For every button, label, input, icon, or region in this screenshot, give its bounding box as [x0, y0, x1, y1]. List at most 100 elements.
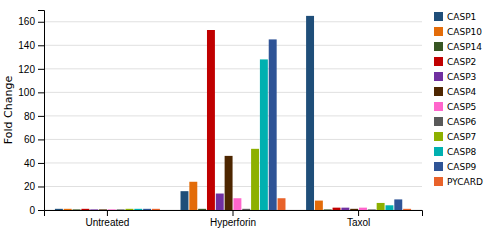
bar: [225, 156, 233, 210]
plot: 020406080100120140160UntreatedHyperforin…: [18, 11, 422, 229]
bar: [324, 209, 332, 210]
bar: [189, 182, 197, 210]
bar: [181, 191, 189, 210]
bar: [117, 209, 125, 210]
y-tick-mark: [38, 92, 44, 93]
legend-item: CASP9: [434, 162, 477, 172]
bar-series: [99, 156, 358, 210]
bar: [359, 208, 367, 210]
grid-line: [44, 21, 422, 22]
legend-label: CASP10: [447, 27, 482, 37]
bar: [306, 16, 314, 210]
legend-label: CASP7: [447, 132, 476, 142]
legend-label: CASP8: [447, 147, 477, 157]
bar: [152, 209, 160, 210]
y-tick-mark: [38, 116, 44, 117]
bar: [198, 209, 206, 210]
x-tick: Hyperforin: [210, 210, 256, 228]
grid-line: [44, 139, 422, 140]
legend: CASP1 CASP10 CASP14 CASP2 CASP3 CASP4 CASP5 CAS…: [434, 12, 483, 187]
y-tick: 0: [29, 205, 44, 216]
legend-swatch: [434, 42, 443, 51]
x-tick: Untreated: [85, 210, 129, 228]
bar-series: [81, 30, 340, 210]
bar: [260, 59, 268, 210]
legend-label: CASP3: [447, 72, 476, 82]
y-tick: 100: [18, 87, 44, 98]
legend-item: CASP5: [434, 102, 476, 112]
bar-series: [73, 209, 332, 210]
legend-label: CASP5: [447, 102, 476, 112]
bar: [233, 198, 241, 210]
bar: [341, 208, 349, 210]
y-tick: 20: [24, 181, 44, 192]
legend-label: CASP1: [447, 12, 476, 22]
grid-line: [44, 186, 422, 187]
legend-item: PYCARD: [434, 177, 483, 187]
bar: [108, 209, 116, 210]
bar: [403, 209, 411, 210]
bar: [251, 149, 259, 210]
legend-item: CASP3: [434, 72, 476, 82]
legend-item: CASP14: [434, 42, 482, 52]
y-tick: 160: [18, 16, 44, 27]
y-tick: 60: [24, 134, 44, 145]
bar-series: [152, 198, 411, 210]
bar: [269, 39, 277, 210]
bar: [90, 209, 98, 210]
legend-swatch: [434, 27, 443, 36]
bar: [242, 209, 250, 210]
x-tick-mark: [233, 210, 234, 216]
grid-line: [44, 68, 422, 69]
bar: [134, 209, 142, 210]
legend-item: CASP2: [434, 57, 476, 67]
legend-swatch: [434, 12, 443, 21]
x-axis: UntreatedHyperforinTaxol: [45, 210, 423, 228]
legend-label: PYCARD: [447, 177, 483, 187]
legend-swatch: [434, 117, 443, 126]
x-tick-label: Hyperforin: [210, 217, 256, 228]
y-tick-mark: [38, 45, 44, 46]
y-tick-label: 60: [24, 134, 36, 145]
legend-item: CASP4: [434, 87, 477, 97]
x-tick-mark: [107, 210, 108, 216]
grid-line: [44, 115, 422, 116]
bar: [99, 209, 107, 210]
bar: [73, 209, 81, 210]
y-axis-line: [38, 11, 45, 211]
y-tick-label: 0: [29, 205, 35, 216]
legend-swatch: [434, 72, 443, 81]
grid-line: [44, 162, 422, 163]
y-tick-label: 20: [24, 181, 36, 192]
y-tick-label: 120: [18, 64, 35, 75]
bar: [216, 194, 224, 210]
y-axis-title: Fold Change: [2, 76, 15, 145]
bar: [350, 209, 358, 210]
grid-line: [44, 45, 422, 46]
bar-series: [108, 198, 367, 210]
bar: [64, 209, 72, 210]
y-tick-mark: [38, 139, 44, 140]
bar: [207, 30, 215, 210]
y-tick-label: 80: [24, 111, 36, 122]
y-tick-mark: [38, 163, 44, 164]
y-axis: 020406080100120140160: [18, 11, 44, 216]
bar-series: [117, 209, 376, 210]
grid: [44, 22, 422, 210]
bar: [394, 199, 402, 210]
legend-item: CASP10: [434, 27, 482, 37]
bar: [385, 205, 393, 210]
bar-series: [90, 194, 349, 210]
bar: [81, 209, 89, 210]
legend-item: CASP1: [434, 12, 476, 22]
bar: [333, 208, 341, 210]
legend-label: CASP9: [447, 162, 477, 172]
y-tick-mark: [38, 69, 44, 70]
y-tick-mark: [38, 210, 44, 211]
bars: [55, 16, 411, 210]
grid-line: [44, 92, 422, 93]
legend-swatch: [434, 57, 443, 66]
bar: [368, 209, 376, 210]
y-tick-label: 140: [18, 40, 35, 51]
y-tick-mark: [38, 186, 44, 187]
